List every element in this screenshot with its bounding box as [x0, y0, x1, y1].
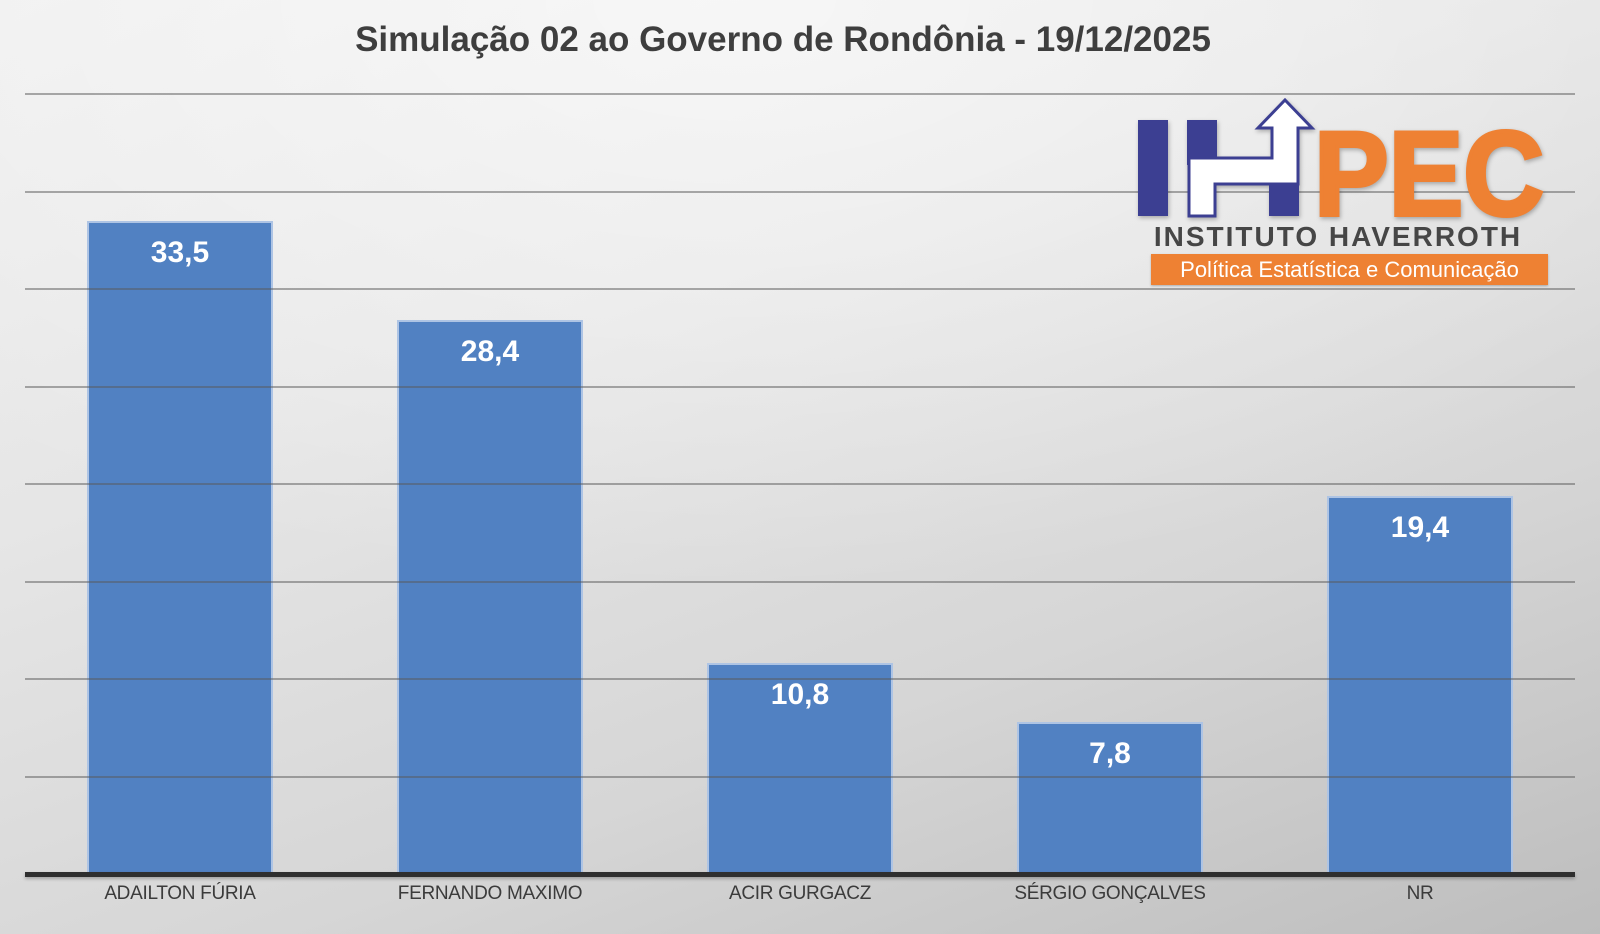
ihpec-logo-icon: PEC [1138, 98, 1546, 218]
gridline-40 [25, 93, 1575, 95]
bar-value-sergio-goncalves: 7,8 [1089, 736, 1131, 770]
category-label-fernando-maximo: FERNANDO MAXIMO [397, 883, 583, 904]
chart-title: Simulação 02 ao Governo de Rondônia - 19… [355, 20, 1211, 59]
category-label-acir-gurgacz: ACIR GURGACZ [728, 883, 872, 904]
bar-acir-gurgacz: 10,8 [707, 663, 893, 874]
x-axis-line [25, 872, 1575, 877]
bar-nr: 19,4 [1327, 495, 1513, 874]
ihpec-logo: PEC INSTITUTO HAVERROTH Política Estatís… [1128, 98, 1548, 285]
logo-tagline-banner: Política Estatística e Comunicação [1151, 254, 1548, 285]
logo-pec-text: PEC [1314, 107, 1544, 218]
category-label-nr: NR [1406, 883, 1434, 904]
bar-value-acir-gurgacz: 10,8 [770, 678, 830, 712]
category-label-adailton-furia: ADAILTON FÚRIA [104, 883, 256, 904]
category-label-sergio-goncalves: SÉRGIO GONÇALVES [1014, 883, 1206, 904]
bar-sergio-goncalves: 7,8 [1017, 721, 1203, 874]
bar-value-fernando-maximo: 28,4 [460, 335, 520, 369]
bar-value-adailton-furia: 33,5 [150, 235, 210, 269]
bar-value-nr: 19,4 [1390, 510, 1450, 544]
logo-letter-i [1138, 120, 1168, 216]
bar-fernando-maximo: 28,4 [397, 320, 583, 874]
bar-adailton-furia: 33,5 [87, 220, 273, 874]
logo-institute-name: INSTITUTO HAVERROTH [1153, 221, 1523, 252]
up-arrow-icon [1187, 98, 1316, 218]
